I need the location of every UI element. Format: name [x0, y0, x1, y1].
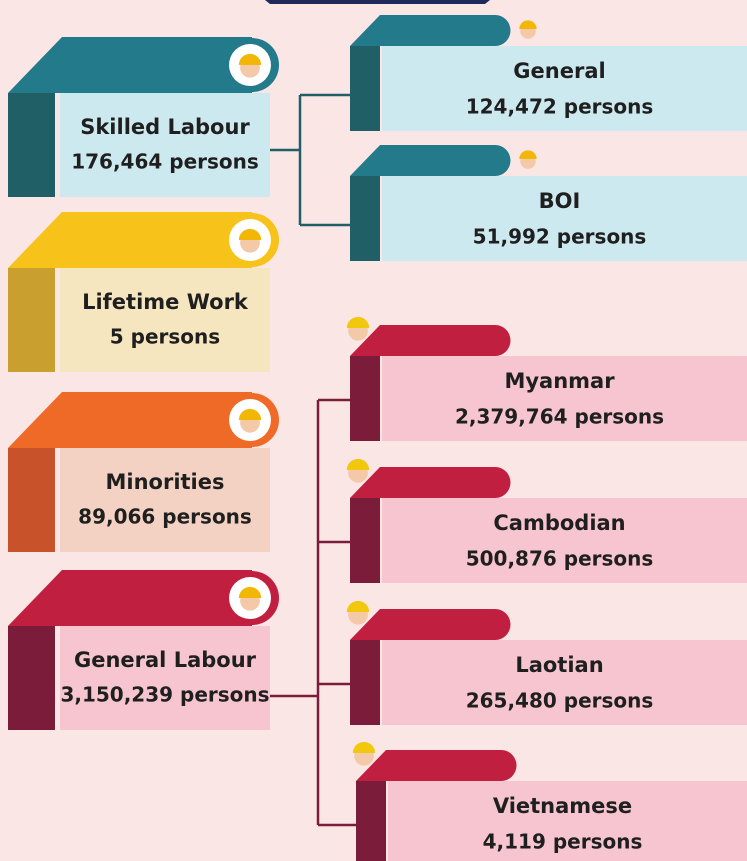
header-edge: [265, 0, 490, 4]
child-count: 51,992 persons: [473, 225, 647, 249]
child-side: [350, 356, 380, 441]
group-label: Minorities: [105, 470, 224, 494]
child-count: 4,119 persons: [483, 830, 643, 854]
child-tab: [356, 750, 517, 781]
group-tab: [8, 392, 252, 448]
child-side: [350, 640, 380, 725]
child-label: BOI: [539, 189, 581, 213]
child-box: [388, 781, 747, 861]
icon-helmet: [519, 20, 537, 29]
child-label: Laotian: [515, 653, 603, 677]
group-tab: [8, 212, 252, 268]
group-count: 89,066 persons: [78, 505, 252, 529]
child-side: [350, 46, 380, 131]
icon-helmet: [238, 408, 262, 420]
child-tab: [350, 15, 511, 46]
group-box: [60, 93, 270, 197]
group-label: General Labour: [74, 648, 257, 672]
child-side: [350, 498, 380, 583]
child-count: 500,876 persons: [466, 547, 654, 571]
group-label: Skilled Labour: [80, 115, 250, 139]
group-box: [60, 626, 270, 730]
icon-helmet: [346, 316, 370, 328]
icon-helmet: [238, 53, 262, 65]
child-tab: [350, 145, 511, 176]
child-tab: [350, 609, 511, 640]
child-box: [382, 46, 747, 131]
group-side: [8, 626, 55, 730]
icon-helmet: [238, 228, 262, 240]
child-count: 2,379,764 persons: [455, 405, 664, 429]
child-tab: [350, 467, 511, 498]
group-count: 5 persons: [110, 325, 220, 349]
child-label: Vietnamese: [493, 794, 632, 818]
icon-helmet: [352, 741, 376, 753]
group-label: Lifetime Work: [82, 290, 249, 314]
icon-helmet: [346, 600, 370, 612]
child-label: Cambodian: [493, 511, 625, 535]
child-label: General: [513, 59, 605, 83]
child-box: [382, 498, 747, 583]
child-label: Myanmar: [504, 369, 615, 393]
group-box: [60, 448, 270, 552]
group-side: [8, 448, 55, 552]
child-count: 124,472 persons: [466, 95, 654, 119]
child-box: [382, 640, 747, 725]
child-box: [382, 176, 747, 261]
child-side: [356, 781, 386, 861]
icon-helmet: [238, 586, 262, 598]
group-box: [60, 268, 270, 372]
group-side: [8, 268, 55, 372]
group-count: 176,464 persons: [71, 150, 259, 174]
child-count: 265,480 persons: [466, 689, 654, 713]
icon-helmet: [346, 458, 370, 470]
group-count: 3,150,239 persons: [60, 683, 269, 707]
child-side: [350, 176, 380, 261]
group-side: [8, 93, 55, 197]
group-tab: [8, 37, 252, 93]
child-tab: [350, 325, 511, 356]
group-tab: [8, 570, 252, 626]
icon-helmet: [519, 150, 537, 159]
child-box: [382, 356, 747, 441]
